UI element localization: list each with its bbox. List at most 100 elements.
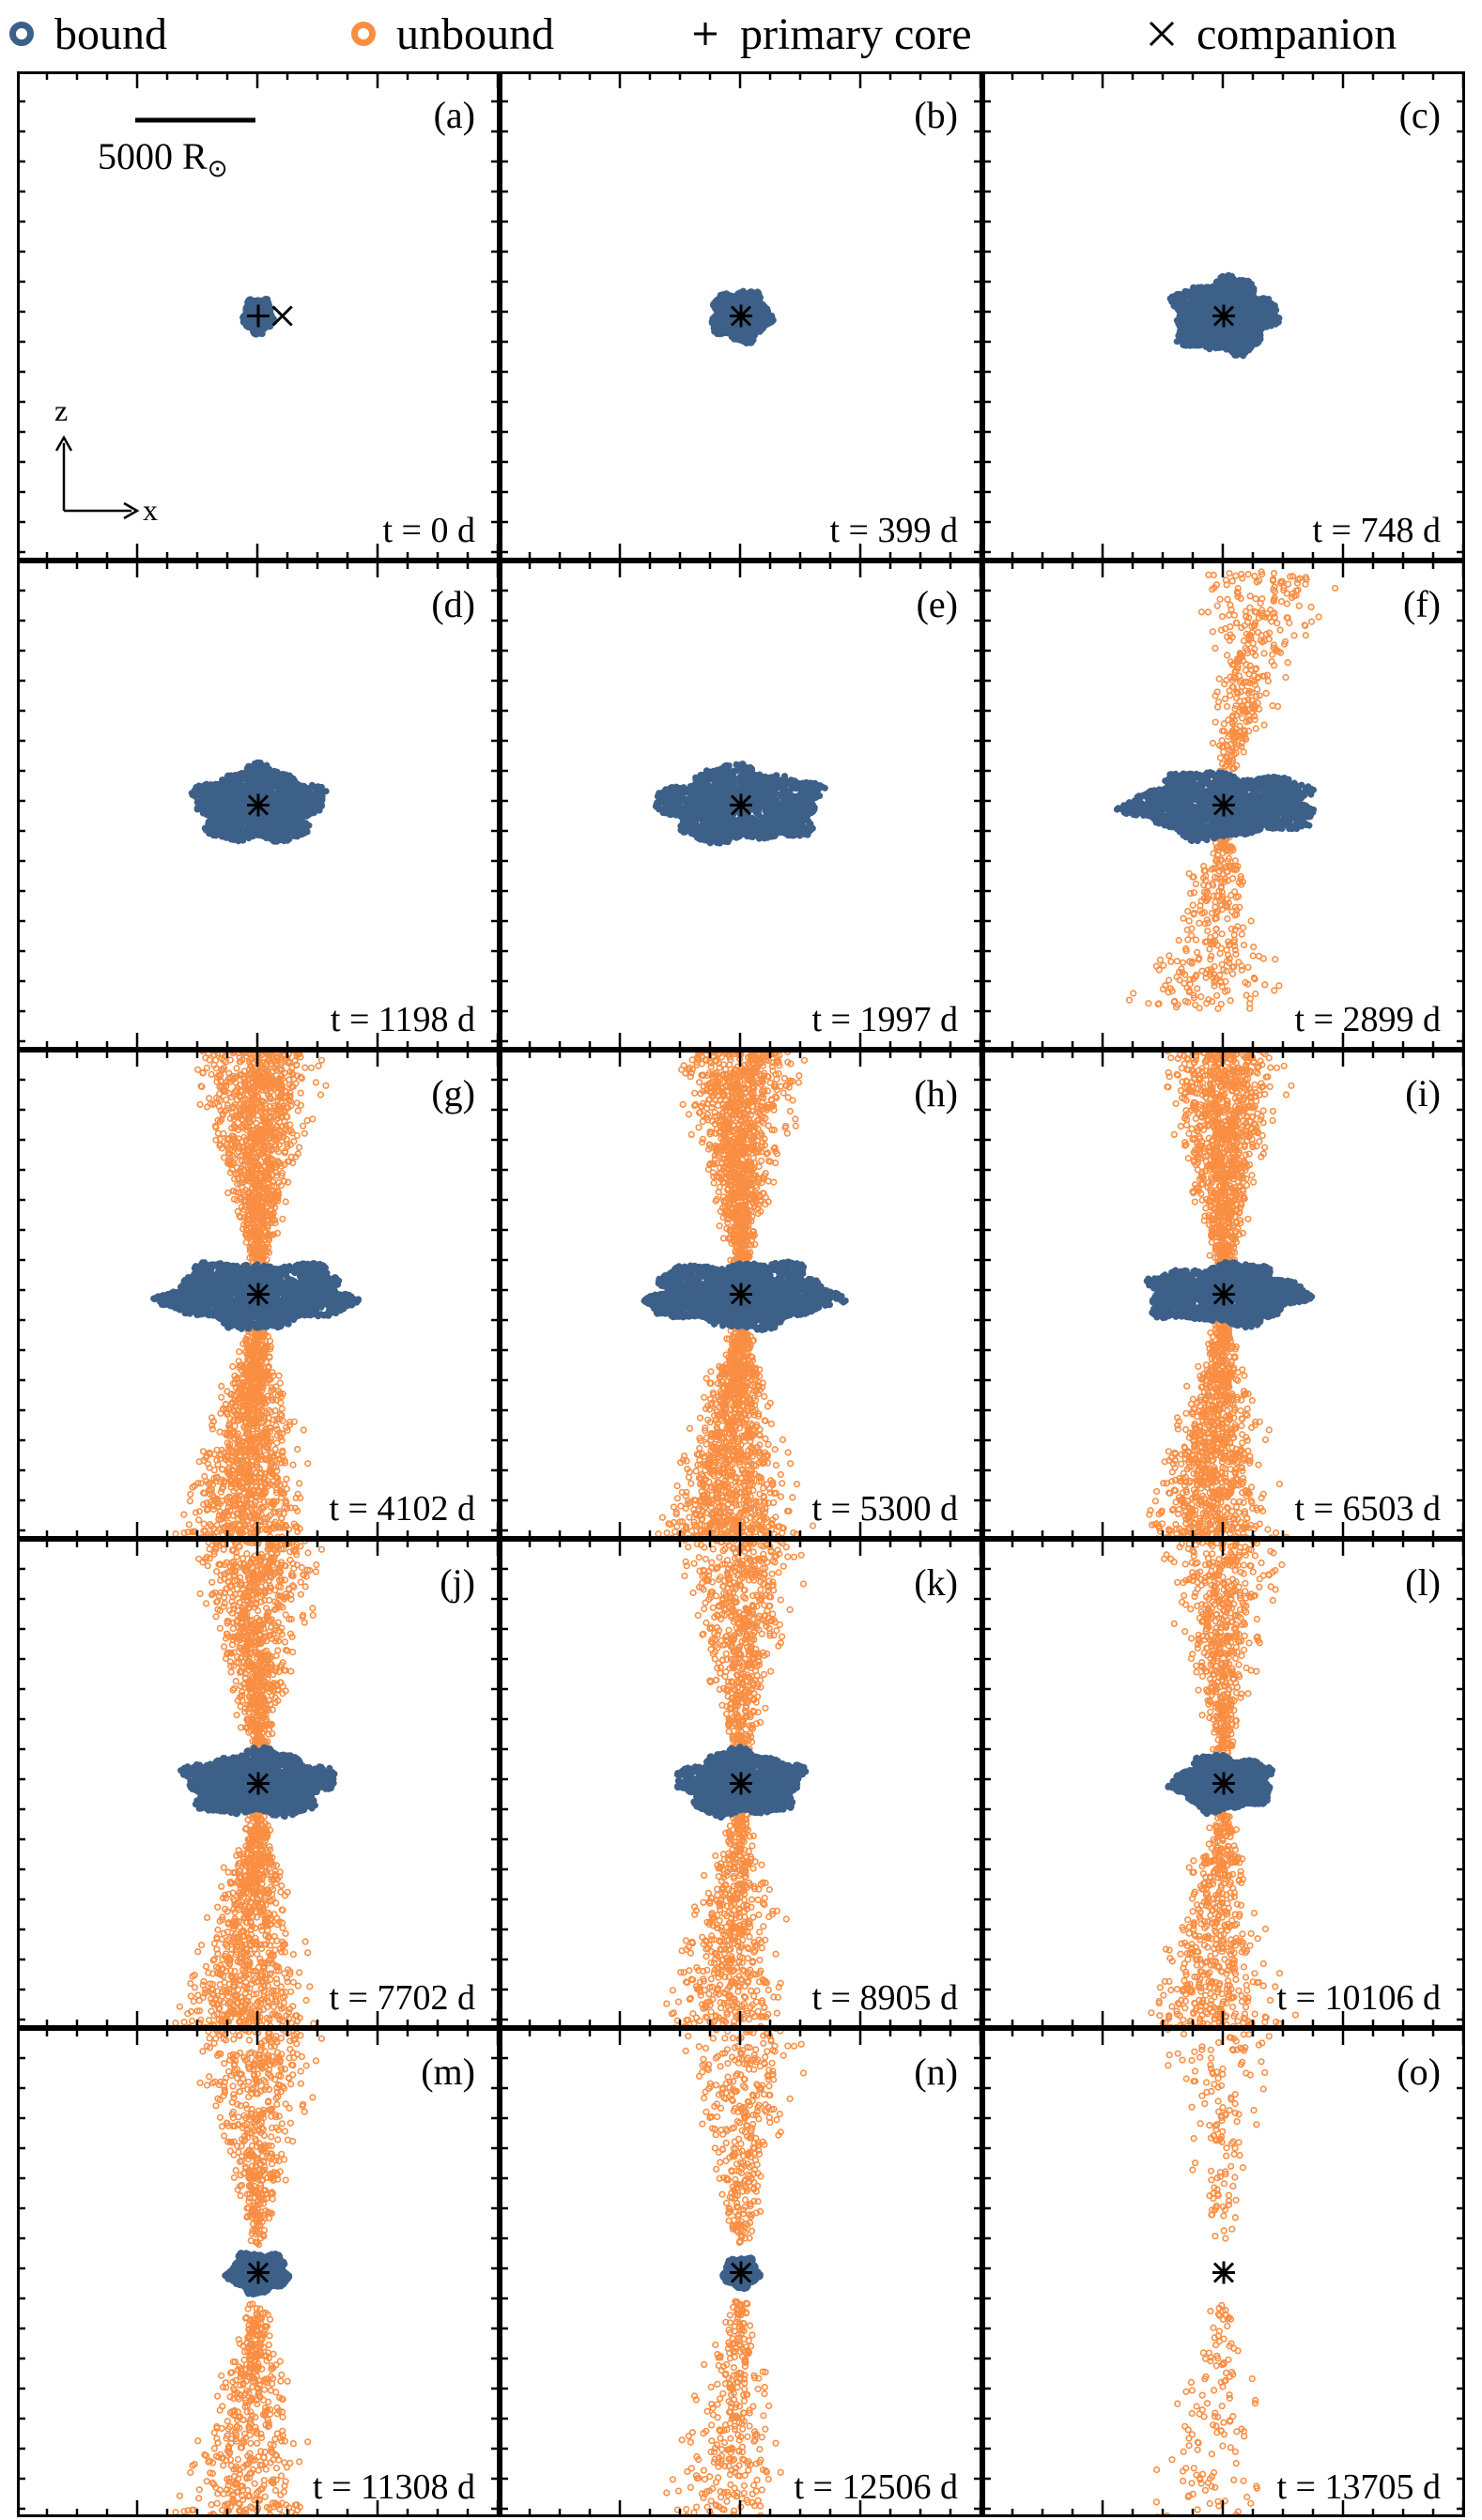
bound-point [246,300,254,308]
bound-point [1265,318,1273,326]
bound-point [263,301,270,308]
bound-point [1232,339,1240,346]
bound-point [750,307,758,315]
bound-point [1226,327,1233,334]
bound-point [1206,346,1213,353]
panel-grid: (a) t = 0 d 5000 R⊙ z x (b) t = 399 d (c) t = 74… [17,71,1465,2520]
bound-point [756,324,764,331]
bound-point [254,330,261,337]
bound-point [1212,279,1220,285]
bound-point [721,293,729,300]
bound-point [1224,272,1231,280]
panel-d: (d)t = 1198 d [17,561,500,1050]
scatter-layer [708,287,777,346]
bound-point [752,315,760,323]
bound-point [221,833,228,840]
companion-marker [1212,305,1235,327]
bound-point [712,305,719,313]
legend-item-unbound: unbound [351,6,554,62]
bound-point [714,328,721,335]
bound-point [1237,304,1244,312]
bound-point [1204,316,1211,324]
bound-point [1196,327,1203,334]
legend-label-unbound: unbound [396,8,554,60]
panel-label: (c) [1399,94,1441,136]
bound-point [1244,278,1252,284]
bound-point [1197,318,1205,326]
bound-point [255,298,262,305]
bound-point [1260,313,1268,320]
bound-point [747,337,754,345]
bound-point [1179,321,1186,329]
bound-point [1180,339,1187,346]
bound-point [1247,305,1255,313]
bound-point [1248,294,1256,301]
companion-marker [730,305,752,327]
panel-label: (a) [434,94,475,136]
bound-point [1223,335,1230,343]
bound-point [1181,305,1189,313]
bound-point [1189,289,1196,297]
bound-point [747,294,754,301]
ticks [982,71,1465,561]
bound-point [1255,308,1262,315]
bound-point [1194,285,1201,293]
bound-point [1196,342,1204,349]
bound-point [1178,312,1185,319]
bound-point [1171,294,1179,301]
bound-point [246,322,254,330]
bound-points [1166,271,1283,360]
bound-point [1240,352,1247,360]
bound-point [242,776,250,783]
bound-point [1180,298,1187,305]
unbound-marker-icon [351,22,376,46]
legend-label-core: primary core [740,8,972,60]
bound-point [1256,335,1263,343]
bound-point [1212,300,1220,308]
bound-point [1239,277,1246,284]
bound-point [716,320,723,328]
bound-point [264,764,271,772]
bound-point [1246,325,1254,332]
bound-point [1261,304,1269,312]
companion-marker [271,305,293,327]
bound-point [1204,325,1212,332]
bound-point [709,317,717,325]
bound-point [1237,333,1244,341]
axis-z-label: z [54,393,68,427]
bound-point [250,308,257,315]
bound-point [762,317,769,325]
bound-point [1198,304,1206,312]
bound-point [1195,333,1202,341]
scatter-layer [1166,271,1283,360]
bound-point [1183,328,1191,335]
bound-point [1242,319,1249,326]
bound-point [1211,327,1218,334]
bound-point [738,337,746,345]
axis-x-label: x [143,493,158,527]
time-label: t = 0 d [383,511,476,550]
bound-point [732,335,739,343]
bound-point [235,796,242,804]
bound-point [1248,339,1256,346]
bound-point [726,329,733,336]
bound-point [1217,330,1225,337]
bound-point [1273,314,1280,321]
bound-point [1214,293,1222,300]
bound-point [1176,328,1183,334]
panel-c: (c)t = 748 d [982,71,1465,561]
bound-point [269,772,276,779]
time-label: t = 399 d [830,511,959,550]
x-marker-icon [1149,21,1175,47]
bound-point [315,806,322,813]
bound-marker-icon [9,22,34,46]
bound-point [220,789,227,796]
bound-point [1210,290,1217,297]
bound-point [322,788,330,795]
bound-point [1218,340,1226,347]
bound-point [311,783,318,791]
legend-label-bound: bound [54,8,167,60]
bound-point [1176,291,1183,299]
legend-item-companion: companion [1148,6,1397,62]
